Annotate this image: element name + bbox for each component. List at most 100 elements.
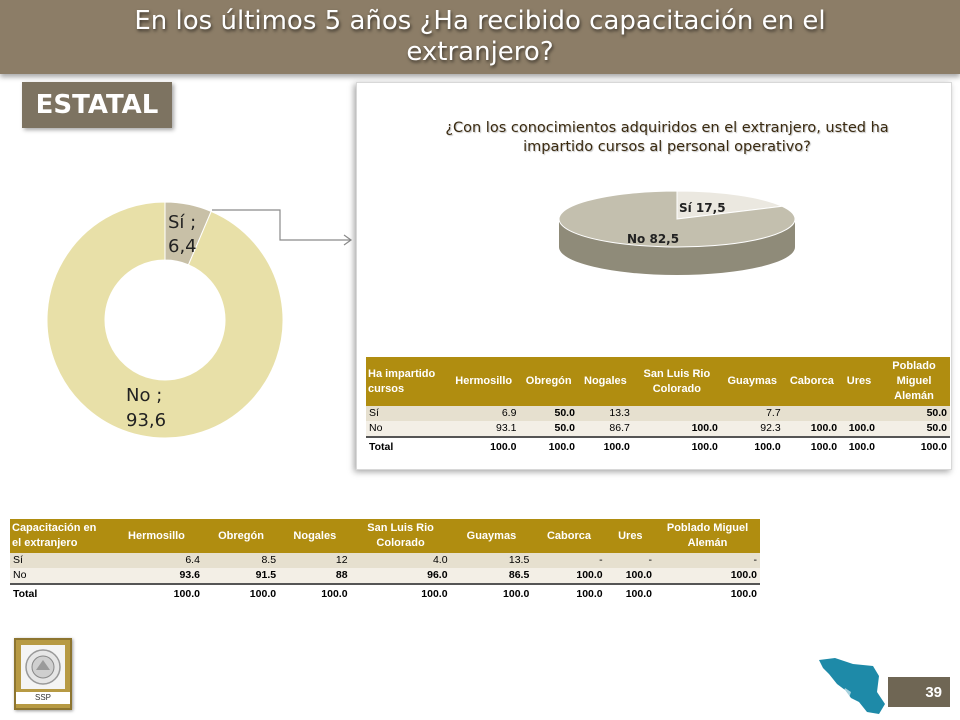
table-cell: 100.0 [279,584,351,602]
pie-slice-no [558,190,796,248]
table-cell: 100.0 [632,437,721,455]
table-row: Sí 6.9 50.0 13.3 7.7 50.0 [366,406,950,421]
table-cell: 93.6 [110,568,203,585]
table-cell: - [605,553,655,568]
table-cell: 100.0 [577,437,633,455]
table-cell: 86.7 [577,421,633,438]
sonora-map-icon [819,658,885,714]
table-header-row: Ha impartido cursos Hermosillo Obregón N… [366,357,950,406]
title-bar: En los últimos 5 años ¿Ha recibido capac… [0,0,960,74]
table-cell: 100.0 [840,421,878,438]
table-cell: 100.0 [532,584,606,602]
col-header: Hermosillo [448,357,520,406]
col-header: Guaymas [450,519,533,553]
table-cell: 100.0 [448,437,520,455]
col-header: Hermosillo [110,519,203,553]
col-header: Ures [840,357,878,406]
estatal-badge: ESTATAL [22,82,172,128]
table-impartido-cursos: Ha impartido cursos Hermosillo Obregón N… [366,357,950,455]
ssp-logo: SSP [14,638,72,710]
donut-no-value: 93,6 [126,410,167,431]
table-cell: - [655,553,760,568]
col-header: Caborca [783,357,841,406]
table-cell: 100.0 [350,584,451,602]
table-capacitacion-extranjero: Capacitación en el extranjero Hermosillo… [10,519,760,602]
pie-si-label: Sí 17,5 [679,201,726,215]
table-cell: 100.0 [605,568,655,585]
col-header: Poblado Miguel Alemán [878,357,950,406]
col-header: Nogales [279,519,351,553]
col-header: Obregón [202,519,280,553]
col-header: Nogales [577,357,633,406]
table-cell: 100.0 [878,437,950,455]
table-cell: 13.5 [450,553,533,568]
table-row: No 93.6 91.5 88 96.0 86.5 100.0 100.0 10… [10,568,760,585]
table-cell: 100.0 [720,437,784,455]
table-cell: 100.0 [532,568,606,585]
col-header: Ures [605,519,655,553]
table-cell: 50.0 [519,406,578,421]
col-header: San Luis Rio Colorado [632,357,721,406]
donut-no-label: No ; [126,385,163,406]
page-number: 39 [888,677,950,707]
panel-question: ¿Con los conocimientos adquiridos en el … [445,120,889,155]
table-cell: 6.9 [448,406,520,421]
table-cell: 100.0 [605,584,655,602]
table-cell: 100.0 [632,421,721,438]
col-header: Poblado Miguel Alemán [655,519,760,553]
logo-text: SSP [16,692,70,704]
table-cell: 91.5 [202,568,280,585]
table-cell [632,406,721,421]
table-cell: 12 [279,553,351,568]
table-cell: 93.1 [448,421,520,438]
table-header-row: Capacitación en el extranjero Hermosillo… [10,519,760,553]
table-cell [840,406,878,421]
table-cell: Total [10,584,110,602]
donut-si-label: Sí ; [168,212,197,233]
donut-chart [46,201,284,439]
table-cell: 100.0 [202,584,280,602]
donut-slice-no [46,201,284,439]
table-cell: 96.0 [350,568,451,585]
table-cell: 50.0 [878,421,950,438]
table-row: Sí 6.4 8.5 12 4.0 13.5 - - - [10,553,760,568]
donut-si-value: 6,4 [168,236,197,257]
table-cell: 4.0 [350,553,451,568]
table-row-total: Total 100.0 100.0 100.0 100.0 100.0 100.… [10,584,760,602]
table-cell: Total [366,437,448,455]
table-cell: 100.0 [450,584,533,602]
table-cell: 92.3 [720,421,784,438]
col-header: Caborca [532,519,606,553]
table-cell: 100.0 [783,437,841,455]
page-title: En los últimos 5 años ¿Ha recibido capac… [134,6,826,67]
col-header: Obregón [519,357,578,406]
table-cell: 100.0 [783,421,841,438]
table-cell: 100.0 [655,584,760,602]
table-row-total: Total 100.0 100.0 100.0 100.0 100.0 100.… [366,437,950,455]
table-cell: 86.5 [450,568,533,585]
table-cell: 7.7 [720,406,784,421]
table-cell: 50.0 [519,421,578,438]
table-cell [783,406,841,421]
seal-icon [21,645,65,689]
pie-no-label: No 82,5 [627,232,680,246]
table-cell: - [532,553,606,568]
table-cell: 8.5 [202,553,280,568]
connector-arrow [212,209,353,246]
table-cell: No [10,568,110,585]
table-cell: Sí [10,553,110,568]
table-row: No 93.1 50.0 86.7 100.0 92.3 100.0 100.0… [366,421,950,438]
col-header: Guaymas [720,357,784,406]
col-header: Capacitación en el extranjero [10,519,110,553]
table-cell: 88 [279,568,351,585]
table-cell: No [366,421,448,438]
table-cell: Sí [366,406,448,421]
table-cell: 100.0 [110,584,203,602]
pie-3d-chart [558,190,796,275]
col-header: Ha impartido cursos [366,357,448,406]
col-header: San Luis Rio Colorado [350,519,451,553]
table-cell: 50.0 [878,406,950,421]
table-cell: 100.0 [519,437,578,455]
table-cell: 13.3 [577,406,633,421]
table-cell: 6.4 [110,553,203,568]
